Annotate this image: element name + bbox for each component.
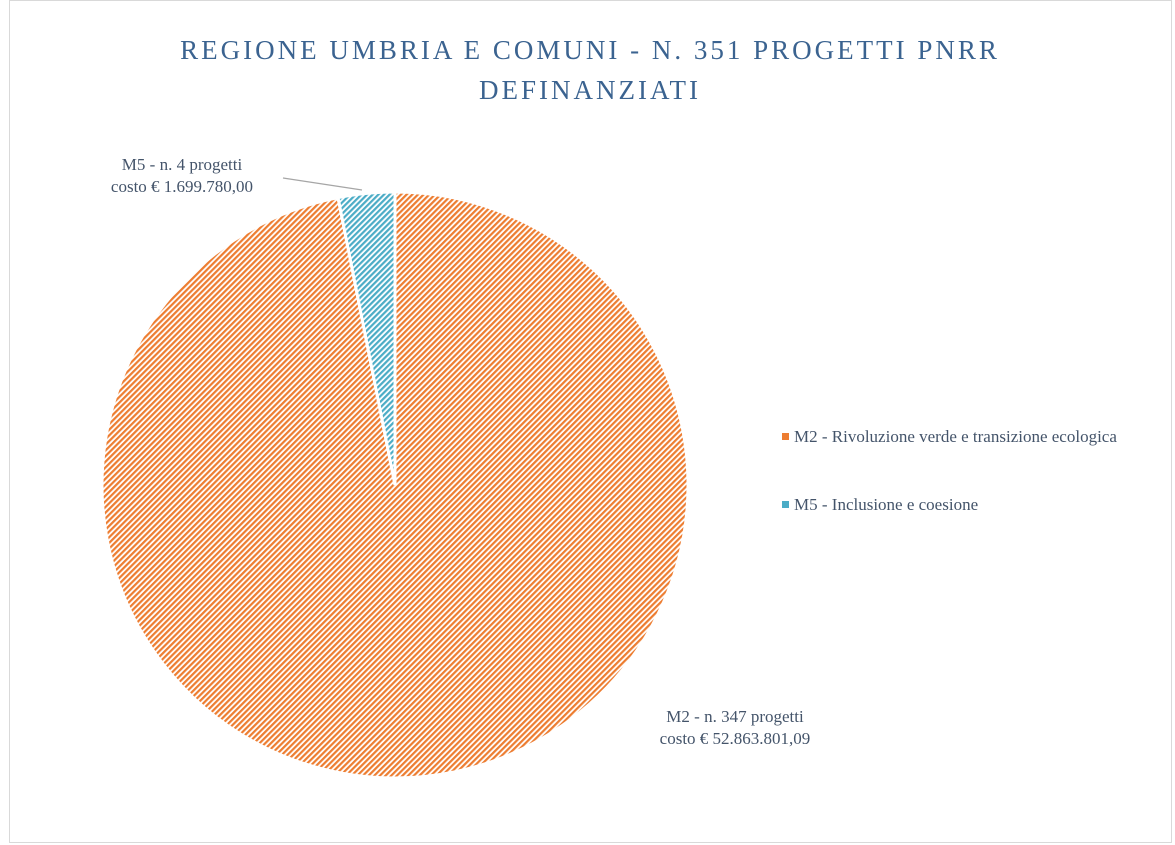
legend-label: M5 - Inclusione e coesione [794, 495, 979, 514]
leader-line [282, 177, 363, 191]
legend-label: M2 - Rivoluzione verde e transizione eco… [794, 427, 1117, 446]
data-label: M5 - n. 4 progetti [122, 155, 243, 174]
legend-swatch [782, 501, 789, 508]
legend-entry: M2 - Rivoluzione verde e transizione eco… [782, 425, 1162, 449]
data-label: M2 - n. 347 progetti [666, 707, 804, 726]
pie-slice [336, 190, 397, 486]
chart-title: REGIONE UMBRIA E COMUNI - N. 351 PROGETT… [180, 35, 1000, 105]
legend-entry: M5 - Inclusione e coesione [782, 493, 1162, 517]
chart [9, 0, 1172, 843]
legend-swatch [782, 433, 789, 440]
data-label: costo € 52.863.801,09 [660, 729, 811, 748]
data-label: costo € 1.699.780,00 [111, 177, 253, 196]
